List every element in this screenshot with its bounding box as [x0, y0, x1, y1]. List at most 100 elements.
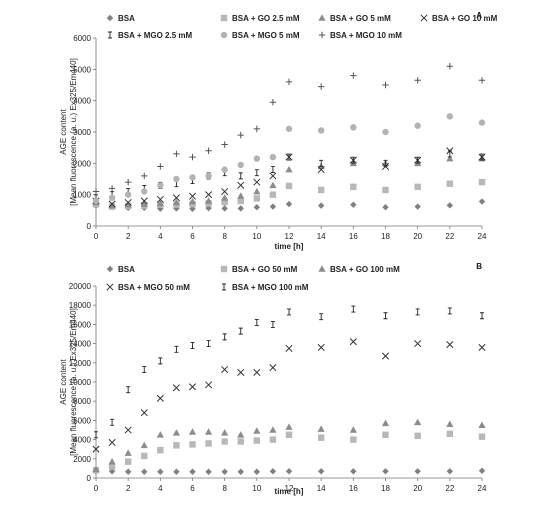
data-point — [269, 426, 277, 433]
x-tick-label: 24 — [478, 484, 487, 493]
data-point — [140, 409, 148, 417]
legend-entry: BSA + MGO 50 mM — [106, 283, 190, 292]
data-point — [415, 308, 420, 316]
data-point — [156, 394, 164, 402]
data-point — [350, 436, 357, 443]
y-tick-label: 4000 — [73, 436, 91, 445]
series-bsa-go-10-mm — [92, 147, 486, 208]
data-point — [478, 178, 486, 186]
data-point — [253, 204, 261, 211]
data-point — [478, 119, 486, 126]
data-point — [382, 186, 389, 194]
data-point — [253, 195, 261, 202]
legend-marker — [106, 14, 114, 22]
data-point — [94, 431, 98, 439]
legend-marker — [318, 31, 326, 39]
data-point — [349, 338, 357, 346]
series-bsa-mgo-10-mm — [92, 63, 486, 195]
data-point — [188, 428, 197, 435]
legend-label: BSA — [118, 14, 135, 23]
data-point — [124, 178, 132, 186]
data-point — [253, 368, 261, 376]
data-point — [382, 431, 389, 438]
data-point — [349, 426, 357, 433]
legend-label: BSA + MGO 5 mM — [232, 31, 300, 40]
x-tick-label: 0 — [94, 484, 99, 493]
data-point — [238, 172, 243, 180]
y-tick-label: 0 — [87, 474, 92, 483]
data-point — [381, 419, 390, 427]
series-bsa-mgo-50-mm — [92, 338, 486, 453]
data-point — [253, 125, 261, 133]
data-point — [92, 445, 100, 453]
legend-marker — [106, 283, 114, 291]
data-point — [221, 166, 228, 173]
data-point — [414, 77, 421, 84]
data-point — [237, 192, 245, 199]
data-point — [478, 198, 486, 205]
data-point — [189, 468, 196, 475]
data-point — [237, 431, 245, 438]
data-point — [140, 200, 148, 207]
data-point — [269, 181, 277, 189]
data-point — [480, 153, 484, 161]
data-point — [447, 307, 452, 315]
data-point — [206, 340, 211, 348]
series-bsa-go-100-mm — [92, 418, 486, 473]
data-point — [317, 425, 325, 432]
data-point — [317, 186, 325, 194]
data-point — [172, 198, 181, 206]
x-tick-label: 2 — [126, 232, 131, 241]
data-point — [382, 128, 389, 136]
data-point — [237, 205, 244, 212]
data-point — [124, 198, 132, 207]
data-point — [237, 197, 244, 205]
data-point — [414, 432, 421, 439]
data-point — [124, 191, 132, 198]
x-tick-label: 20 — [413, 484, 422, 493]
data-point — [317, 468, 325, 475]
data-point — [285, 200, 293, 208]
data-point — [237, 161, 244, 169]
data-point — [414, 122, 421, 129]
series-bsa-go-5-mm — [92, 154, 486, 209]
data-point — [110, 418, 115, 426]
y-tick-label: 20000 — [69, 282, 92, 291]
data-point — [221, 438, 228, 445]
data-point — [174, 345, 179, 353]
data-point — [204, 197, 213, 204]
y-tick-label: 3000 — [73, 128, 91, 137]
data-point — [172, 429, 181, 436]
data-point — [189, 441, 196, 448]
data-point — [446, 468, 454, 475]
data-point — [221, 141, 228, 148]
series-bsa-go-50-mm — [92, 430, 486, 474]
data-point — [382, 468, 389, 475]
x-tick-label: 8 — [222, 484, 227, 493]
data-point — [446, 420, 454, 428]
x-tick-label: 6 — [190, 484, 195, 493]
y-tick-label: 2000 — [73, 159, 91, 168]
legend-marker — [420, 14, 428, 22]
x-tick-label: 0 — [94, 232, 99, 241]
series-bsa-mgo-5-mm — [92, 113, 486, 205]
legend-marker — [222, 283, 226, 291]
data-point — [108, 194, 116, 201]
x-tick-label: 18 — [381, 232, 390, 241]
data-point — [140, 441, 148, 449]
data-point — [221, 194, 229, 201]
data-point — [317, 343, 325, 351]
data-point — [446, 180, 454, 187]
data-point — [285, 431, 293, 438]
data-point — [254, 169, 259, 177]
data-point — [446, 113, 454, 120]
data-point — [237, 181, 245, 189]
data-point — [157, 163, 164, 170]
legend-marker — [318, 265, 326, 272]
legend-entry: BSA — [106, 14, 135, 23]
data-point — [237, 131, 244, 139]
data-point — [237, 438, 244, 445]
chart-panel-B: 0200040006000800010000120001400016000180… — [59, 262, 487, 496]
